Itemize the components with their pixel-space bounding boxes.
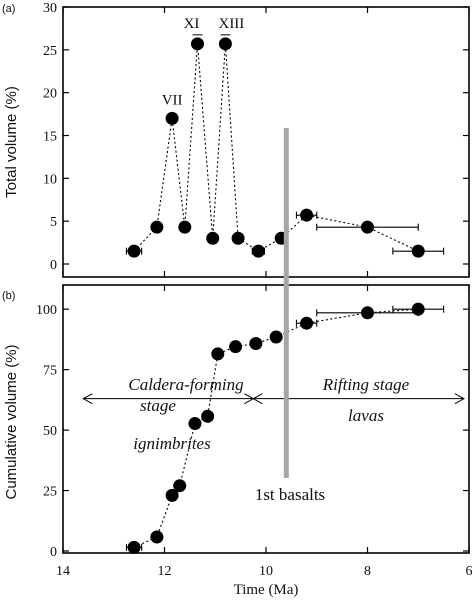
panel-b: (b) Cumulative volume (%) Time (Ma) 0 25 5… [2,284,473,598]
y-tick-label: 5 [50,215,57,230]
y-tick-label: 0 [50,258,57,273]
data-point [211,347,225,361]
x-tick-label: 6 [466,564,473,579]
x-tick-label: 14 [56,564,70,579]
panel-a-annotations: VII XI XIII [162,16,245,109]
data-point [361,220,374,234]
data-point [361,306,374,320]
panel-b-ylabel: Cumulative volume (%) [3,344,20,499]
annotation-label: XI [184,16,200,32]
data-point [231,231,245,245]
panel-a-ylabel: Total volume (%) [3,86,20,198]
y-tick-label: 75 [43,364,57,379]
first-basalts-marker-line [283,128,289,478]
series-line [133,43,419,252]
annotation-label: 1st basalts [255,485,325,504]
y-tick-label: 10 [43,172,57,187]
data-point [269,330,283,344]
data-point [201,409,215,423]
data-point [173,479,187,493]
annotation-label: lavas [348,406,384,425]
panel-a-frame [62,6,470,278]
panel-b-plot [125,302,445,554]
annotation-label: Caldera-forming [128,375,243,394]
x-tick-label: 12 [158,564,172,579]
panel-a-plot [125,37,445,258]
y-tick-label: 15 [43,130,57,145]
panel-b-xlabel: Time (Ma) [234,582,299,598]
y-tick-label: 25 [43,485,57,500]
y-tick-label: 25 [43,44,57,59]
y-tick-label: 30 [43,1,57,16]
data-point [165,111,179,125]
data-point [249,337,263,351]
x-tick-label: 8 [364,564,371,579]
data-point [411,244,425,258]
data-point [150,220,164,234]
annotation-label: VII [162,92,183,108]
data-point [190,37,204,51]
annotation-label: stage [140,396,176,415]
annotation-label: XIII [218,16,244,32]
arrow-head-right [454,393,465,405]
data-point [206,231,220,245]
data-point [300,316,314,330]
data-point [229,340,243,354]
y-tick-label: 0 [50,545,57,560]
panel-b-label: (b) [2,290,15,302]
panel-b-annotations: Caldera-forming stage ignimbrites Rifting s… [128,375,409,504]
arrow-head-left [82,393,93,405]
panel-b-ticks: 0 25 50 75 100 14 12 10 8 6 [36,285,473,579]
data-point [188,417,202,431]
panel-b-frame [62,284,470,554]
y-tick-label: 50 [43,424,57,439]
data-point [411,302,425,316]
arrow-head-left [252,393,263,405]
data-point [127,244,141,258]
data-point [165,488,179,502]
annotation-label: ignimbrites [133,434,211,453]
y-tick-label: 20 [43,87,57,102]
data-point [218,37,232,51]
data-point [300,208,314,222]
annotation-label: Rifting stage [322,375,410,394]
series-line [133,308,419,548]
data-point [150,530,164,544]
y-tick-label: 100 [36,303,57,318]
panel-a-label: (a) [2,3,15,15]
data-point [127,540,141,554]
x-tick-label: 10 [259,564,273,579]
data-point [178,220,192,234]
data-point [251,244,265,258]
panel-a: (a) Total volume (%) 0 5 10 15 20 25 30 VII XI X… [2,1,470,278]
panel-a-y-ticks: 0 5 10 15 20 25 30 [43,1,470,277]
